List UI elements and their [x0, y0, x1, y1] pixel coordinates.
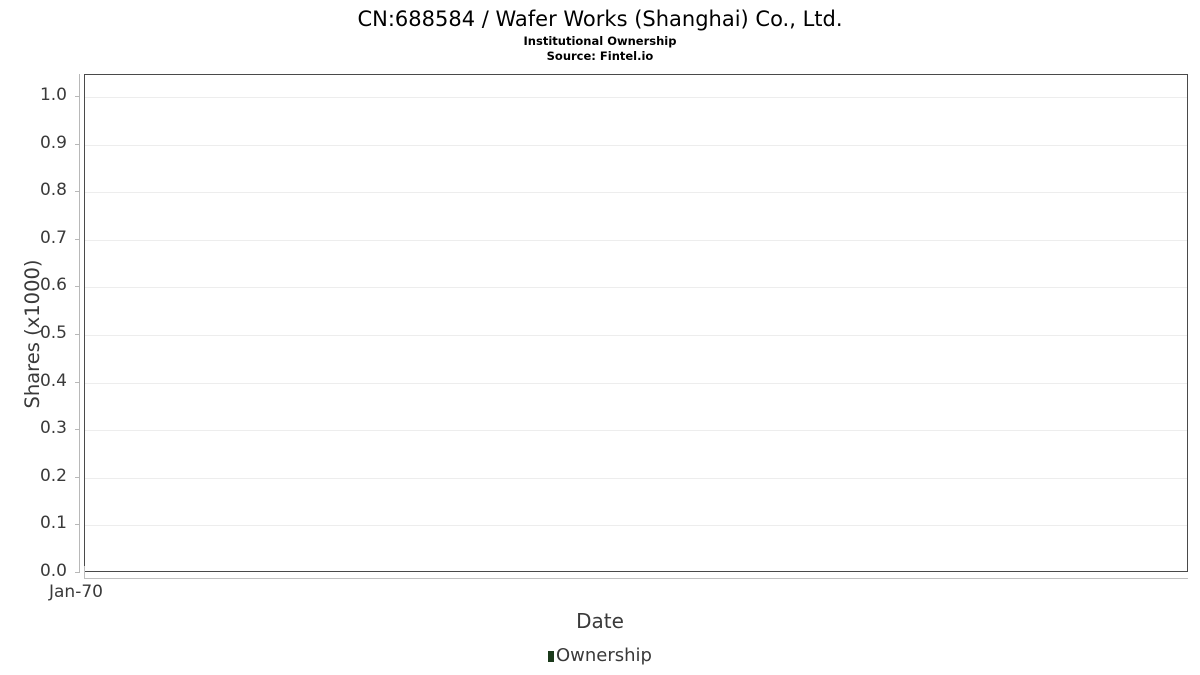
y-axis-tick-mark [75, 524, 80, 526]
y-axis-tick-label: 0.9 [39, 132, 67, 153]
y-axis-tick-mark [75, 286, 80, 288]
chart-header: CN:688584 / Wafer Works (Shanghai) Co., … [0, 0, 1200, 64]
y-axis-tick-label: 1.0 [39, 85, 67, 105]
y-axis-tick-mark [75, 572, 80, 573]
gridline-horizontal [85, 287, 1187, 289]
y-axis-tick-mark [75, 334, 80, 335]
x-axis-tick-mark [84, 566, 85, 578]
plot-area [84, 74, 1188, 572]
chart-subtitle: Institutional Ownership [523, 34, 677, 48]
y-axis-tick-mark [75, 381, 80, 383]
y-axis-tick-label: 0.0 [39, 561, 67, 581]
y-axis-tick-mark [75, 143, 80, 145]
gridline-horizontal [85, 430, 1187, 432]
gridline-horizontal [85, 144, 1187, 146]
chart-legend: Ownership [0, 646, 1200, 666]
x-axis-line [84, 578, 1188, 579]
gridline-horizontal [85, 525, 1187, 527]
gridline-horizontal [85, 335, 1187, 336]
y-axis-tick-label: 0.5 [39, 323, 67, 343]
legend-item-label: Ownership [556, 645, 652, 666]
y-axis-tick-label: 0.2 [39, 465, 67, 486]
gridline-horizontal [85, 97, 1187, 98]
y-axis-tick-mark [75, 191, 80, 193]
y-axis-tick-mark [75, 96, 80, 97]
legend-item[interactable]: Ownership [548, 646, 652, 666]
chart-source-attribution: Source: Fintel.io [546, 49, 654, 63]
gridline-horizontal [85, 477, 1187, 479]
x-axis-title: Date [576, 609, 624, 633]
y-axis-tick-label: 0.7 [39, 227, 67, 248]
y-axis-tick-label: 0.8 [39, 180, 67, 201]
gridline-horizontal [85, 192, 1187, 194]
y-axis-tick-mark [75, 476, 80, 478]
y-axis-tick-mark [75, 429, 80, 431]
y-axis-line [79, 74, 80, 573]
y-axis-tick-label: 0.6 [39, 275, 67, 296]
y-axis-tick-label: 0.1 [39, 513, 67, 534]
y-axis-tick-label: 0.3 [39, 418, 67, 439]
gridline-horizontal [85, 382, 1187, 384]
legend-swatch-icon [548, 650, 554, 662]
page-title: CN:688584 / Wafer Works (Shanghai) Co., … [357, 7, 843, 31]
gridline-horizontal [85, 239, 1187, 241]
y-axis-tick-label: 0.4 [39, 370, 67, 391]
x-axis-tick-label: Jan-70 [49, 582, 103, 602]
y-axis-title: Shares (x1000) [21, 259, 44, 409]
y-axis-tick-mark [75, 238, 80, 240]
